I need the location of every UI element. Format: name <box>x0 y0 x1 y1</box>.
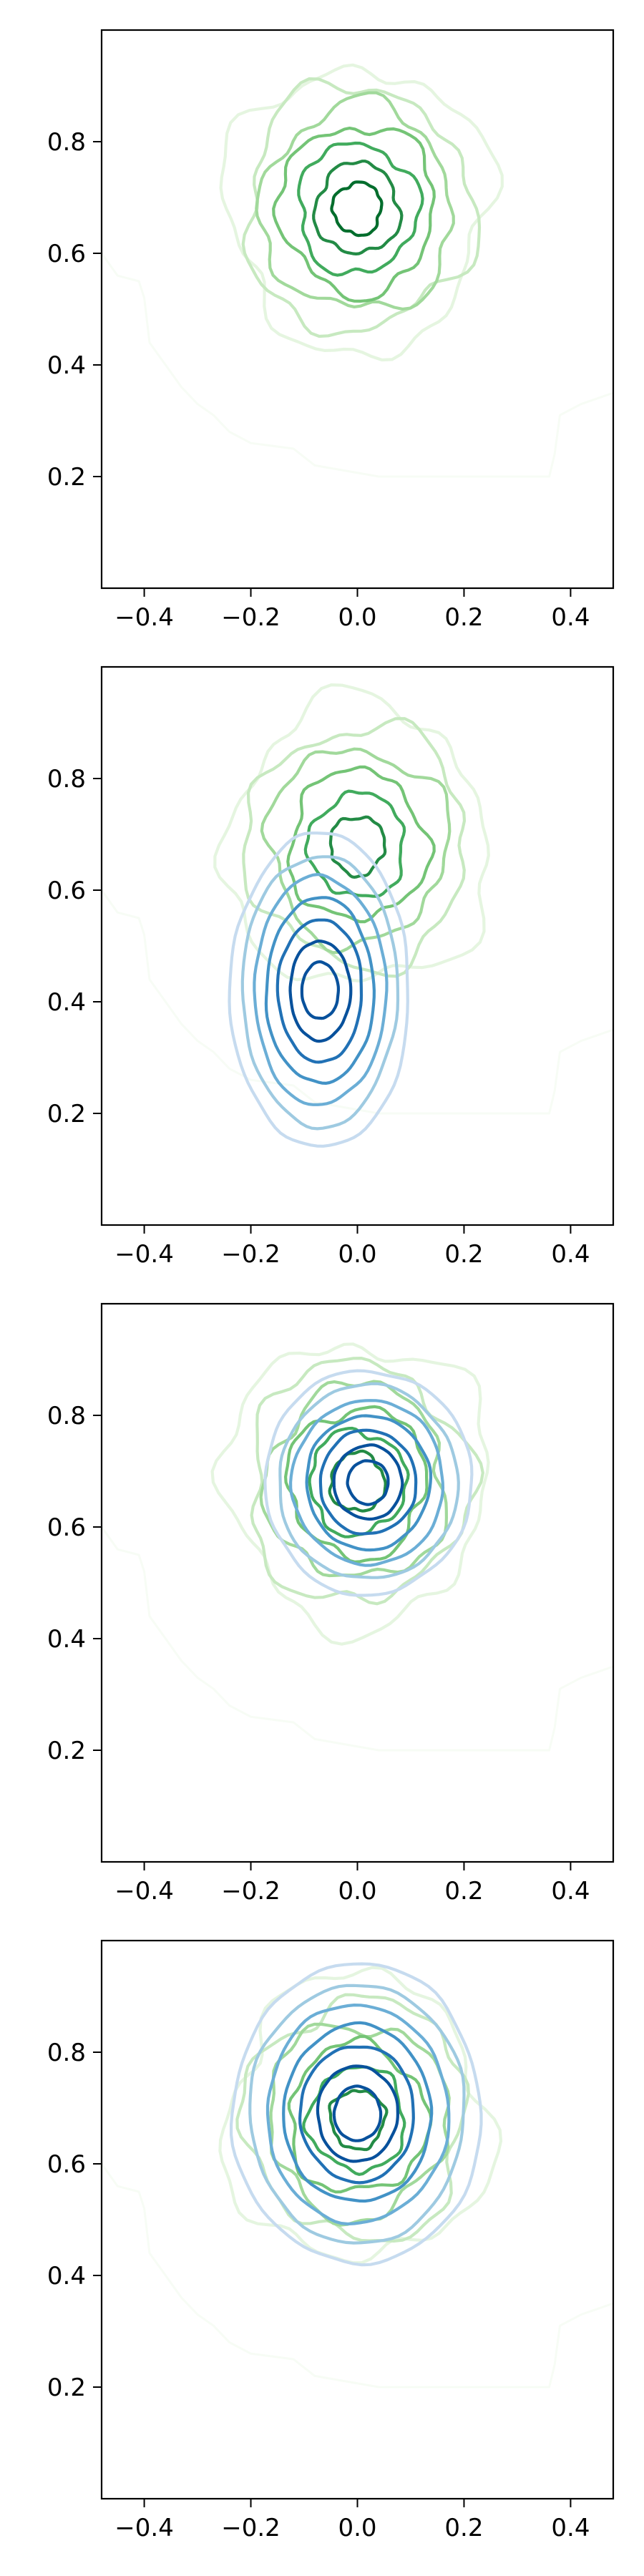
panel-3-y-tick-label: 0.4 <box>47 1625 86 1654</box>
panel-3-greens-contour-4 <box>284 1405 429 1563</box>
panel-4-greens-contour-6 <box>328 2089 389 2152</box>
panel-2-x-tick-label: −0.2 <box>221 1240 280 1269</box>
panel-2: −0.4 −0.2 0.0 0.2 0.4 0.2 0.4 0.6 0.8 <box>47 665 615 1269</box>
panel-4-blues-contour-1 <box>230 1962 483 2267</box>
panel-3-greens-contour-2 <box>250 1357 484 1606</box>
panel-3-y-tick-label: 0.8 <box>47 1402 86 1430</box>
panel-3-blues-contour-6 <box>332 1443 404 1521</box>
panel-1-y-tick-label: 0.4 <box>47 351 86 380</box>
panel-3-greens-contour-1 <box>210 1342 490 1646</box>
panel-4-blues-contour-5 <box>298 2045 415 2185</box>
panel-3-blues-contour-4 <box>305 1414 433 1552</box>
panel-3-blues-contour-7 <box>346 1459 390 1506</box>
panel-2-y-tick-label: 0.6 <box>47 877 86 905</box>
panel-1-greens-contour-3 <box>255 91 455 311</box>
panel-2-background-outline <box>100 889 614 1115</box>
panel-2-x-tick-label: −0.4 <box>114 1240 174 1269</box>
panel-4-greens-contour-3 <box>269 2022 451 2227</box>
panel-4-greens-contour-4 <box>287 2034 433 2194</box>
panel-3-blues-contour-3 <box>289 1399 445 1567</box>
panel-1-greens-contour-6 <box>312 160 404 255</box>
panel-3-x-tick-label: 0.2 <box>444 1877 483 1906</box>
panel-1-background-outline <box>100 253 614 478</box>
panel-3-blues-contour-1 <box>263 1369 474 1597</box>
panel-3-x-tick-label: −0.2 <box>221 1877 280 1906</box>
panel-4-greens-contour-5 <box>302 2065 406 2176</box>
panel-4-background-outline <box>100 2163 614 2389</box>
panel-3-blues-contour-5 <box>318 1428 418 1536</box>
panel-2-y-tick-label: 0.2 <box>47 1100 86 1128</box>
panel-2-blues-contour-6 <box>288 940 353 1043</box>
panel-4-x-tick-label: −0.2 <box>221 2514 280 2542</box>
panel-4-blues-contour-7 <box>332 2084 383 2142</box>
panel-4-y-tick-label: 0.8 <box>47 2039 86 2067</box>
panel-1-x-tick-label: −0.2 <box>221 603 280 632</box>
panel-1-greens-contour-2 <box>241 77 482 338</box>
panel-4-x-tick-label: 0.4 <box>551 2514 590 2542</box>
panel-3-background-outline <box>100 1526 614 1752</box>
panel-2-greens-contour-2 <box>242 717 467 978</box>
panel-4: −0.4 −0.2 0.0 0.2 0.4 0.2 0.4 0.6 0.8 <box>47 1939 615 2542</box>
panel-3-y-tick-label: 0.6 <box>47 1513 86 1542</box>
panel-2-x-tick-label: 0.0 <box>338 1240 376 1269</box>
panel-4-x-tick-label: 0.2 <box>444 2514 483 2542</box>
panel-1-y-tick-label: 0.8 <box>47 128 86 157</box>
panel-1-x-tick-label: 0.4 <box>551 603 590 632</box>
panel-2-blues-contour-7 <box>300 960 340 1020</box>
panel-2-greens-contour-1 <box>213 683 490 983</box>
panel-2-blues-contour-2 <box>240 855 400 1131</box>
panel-2-x-tick-label: 0.4 <box>551 1240 590 1269</box>
panel-1-greens-contour-7 <box>330 180 384 238</box>
panel-1-x-tick-label: 0.0 <box>338 603 376 632</box>
panel-2-greens-contour-6 <box>328 815 387 879</box>
panel-2-x-tick-label: 0.2 <box>444 1240 483 1269</box>
panel-4-y-tick-label: 0.2 <box>47 2373 86 2402</box>
panel-3-greens-contour-5 <box>308 1426 410 1538</box>
panel-1-x-tick-label: 0.2 <box>444 603 483 632</box>
panel-2-blues-contour-5 <box>275 918 364 1064</box>
panel-4-x-tick-label: 0.0 <box>338 2514 376 2542</box>
panel-3-axes-frame <box>100 1302 615 1863</box>
panel-3-blues-contour-2 <box>278 1382 460 1579</box>
panel-2-y-tick-label: 0.8 <box>47 765 86 794</box>
panel-1-greens-contour-1 <box>219 63 504 362</box>
panel-4-blues-contour-4 <box>282 2021 434 2203</box>
panel-2-y-tick-label: 0.4 <box>47 988 86 1017</box>
panel-3-x-tick-label: −0.4 <box>114 1877 174 1906</box>
panel-2-greens-contour-5 <box>303 789 406 898</box>
panel-1-greens-contour-4 <box>272 127 436 303</box>
panel-2-blues-contour-1 <box>228 831 409 1148</box>
panel-3-y-tick-label: 0.2 <box>47 1737 86 1765</box>
panel-4-y-tick-label: 0.4 <box>47 2262 86 2290</box>
panel-2-greens-contour-4 <box>286 765 436 924</box>
panel-1-y-tick-label: 0.6 <box>47 240 86 268</box>
panel-1-greens-contour-5 <box>297 141 424 277</box>
panel-1-y-tick-label: 0.2 <box>47 463 86 492</box>
panel-4-blues-contour-6 <box>316 2064 399 2163</box>
panel-3: −0.4 −0.2 0.0 0.2 0.4 0.2 0.4 0.6 0.8 <box>47 1302 615 1906</box>
panel-2-blues-contour-3 <box>253 872 389 1106</box>
panel-3-x-tick-label: 0.0 <box>338 1877 376 1906</box>
panel-4-blues-contour-3 <box>265 2004 451 2226</box>
panel-1-axes-frame <box>100 29 615 590</box>
panel-4-greens-contour-2 <box>235 1993 470 2243</box>
panel-4-x-tick-label: −0.4 <box>114 2514 174 2542</box>
panel-4-greens-contour-1 <box>218 1966 503 2265</box>
panel-1-x-tick-label: −0.4 <box>114 603 174 632</box>
panel-3-x-tick-label: 0.4 <box>551 1877 590 1906</box>
panel-1: −0.4 −0.2 0.0 0.2 0.4 0.2 0.4 0.6 0.8 <box>47 29 615 632</box>
panel-4-y-tick-label: 0.6 <box>47 2150 86 2179</box>
panel-4-blues-contour-2 <box>248 1984 466 2245</box>
panel-2-blues-contour-4 <box>264 896 376 1085</box>
